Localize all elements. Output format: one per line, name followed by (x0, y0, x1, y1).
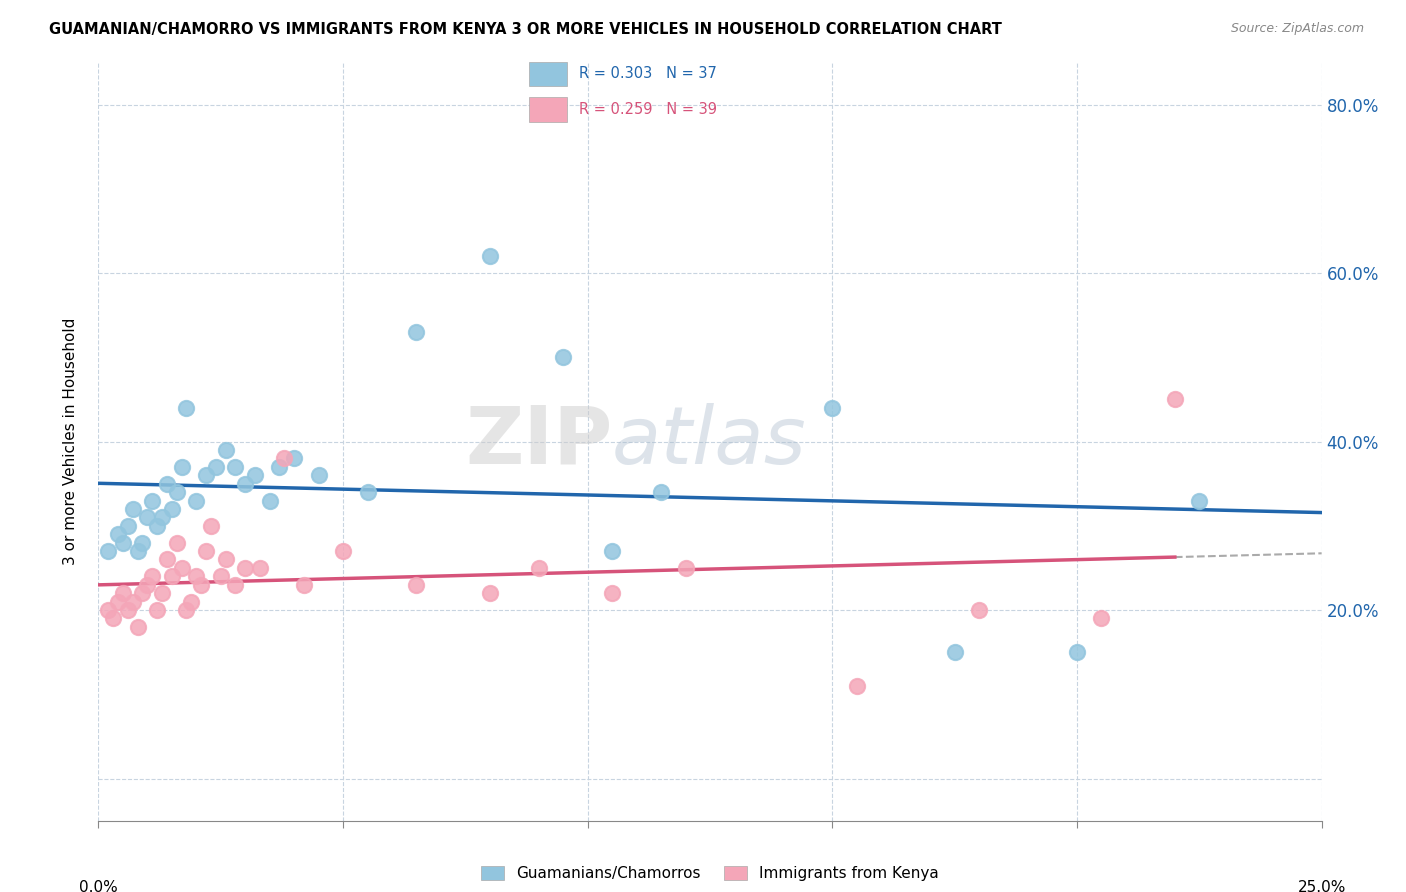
Point (131, 586, 153, 600)
Point (1164, 392, 1187, 407)
Point (186, 493, 208, 508)
Text: R = 0.303   N = 37: R = 0.303 N = 37 (579, 67, 717, 81)
Point (845, 679, 868, 693)
Point (214, 442, 236, 457)
Point (600, 586, 623, 600)
Text: 0.0%: 0.0% (79, 880, 118, 892)
Point (141, 569, 163, 583)
Y-axis label: 3 or more Vehicles in Household: 3 or more Vehicles in Household (63, 318, 77, 566)
Point (553, 351, 575, 365)
Point (259, 493, 281, 508)
Text: atlas: atlas (612, 402, 807, 481)
Point (292, 578, 315, 592)
Point (478, 249, 501, 263)
Point (224, 578, 246, 592)
Point (967, 603, 990, 617)
Point (97, 544, 120, 558)
Point (156, 476, 179, 491)
Point (166, 535, 188, 549)
Point (136, 510, 159, 524)
Point (150, 586, 173, 600)
Point (224, 459, 246, 474)
Point (527, 561, 550, 575)
Point (308, 468, 330, 483)
Point (1188, 493, 1211, 508)
Point (233, 476, 256, 491)
Point (405, 578, 427, 592)
Text: R = 0.259   N = 39: R = 0.259 N = 39 (579, 102, 717, 117)
Point (405, 325, 427, 339)
Point (600, 544, 623, 558)
Point (121, 594, 143, 608)
Point (136, 578, 159, 592)
Point (156, 552, 179, 566)
Point (117, 603, 139, 617)
Point (1066, 645, 1088, 659)
Point (160, 502, 183, 516)
Bar (529, 62, 568, 87)
Text: 25.0%: 25.0% (1298, 880, 1346, 892)
Point (269, 459, 291, 474)
Point (117, 518, 139, 533)
Point (146, 603, 169, 617)
Point (1090, 611, 1112, 625)
Point (101, 611, 124, 625)
Point (170, 561, 193, 575)
Point (160, 569, 183, 583)
Point (233, 561, 256, 575)
Point (141, 493, 163, 508)
Point (249, 561, 271, 575)
Point (650, 485, 672, 500)
Point (195, 468, 218, 483)
Point (675, 561, 697, 575)
Point (243, 468, 266, 483)
Point (166, 485, 188, 500)
Point (111, 535, 134, 549)
Point (195, 544, 218, 558)
Point (209, 569, 232, 583)
Point (107, 594, 129, 608)
Point (127, 544, 149, 558)
Point (283, 451, 305, 466)
Point (170, 459, 193, 474)
Point (200, 518, 222, 533)
Point (356, 485, 378, 500)
Text: GUAMANIAN/CHAMORRO VS IMMIGRANTS FROM KENYA 3 OR MORE VEHICLES IN HOUSEHOLD CORR: GUAMANIAN/CHAMORRO VS IMMIGRANTS FROM KE… (49, 22, 1002, 37)
Bar (529, 97, 568, 122)
Point (190, 578, 212, 592)
Point (127, 620, 149, 634)
Point (107, 527, 129, 541)
Text: ZIP: ZIP (465, 402, 612, 481)
Point (478, 586, 501, 600)
Point (214, 552, 236, 566)
Point (97, 603, 120, 617)
Point (176, 401, 198, 415)
Point (121, 502, 143, 516)
Point (150, 510, 173, 524)
Point (332, 544, 354, 558)
Text: Source: ZipAtlas.com: Source: ZipAtlas.com (1230, 22, 1364, 36)
Legend: Guamanians/Chamorros, Immigrants from Kenya: Guamanians/Chamorros, Immigrants from Ke… (481, 866, 939, 881)
Point (205, 459, 228, 474)
Point (146, 518, 169, 533)
Point (111, 586, 134, 600)
Point (943, 645, 966, 659)
Point (131, 535, 153, 549)
Point (821, 401, 844, 415)
Point (186, 569, 208, 583)
Point (273, 451, 295, 466)
Point (176, 603, 198, 617)
Point (180, 594, 202, 608)
